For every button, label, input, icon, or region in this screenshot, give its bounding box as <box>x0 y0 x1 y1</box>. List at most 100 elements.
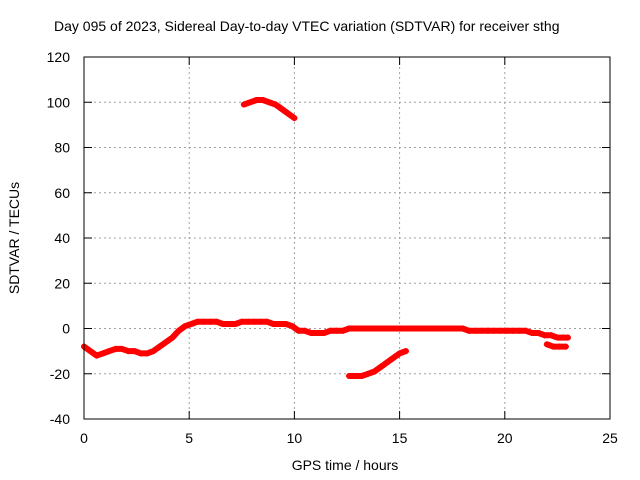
data-point <box>259 96 266 103</box>
data-point <box>358 373 365 380</box>
axis-ticks <box>83 56 611 420</box>
data-point <box>529 330 536 337</box>
series-line <box>543 341 569 350</box>
data-point <box>137 350 144 357</box>
y-tick-label: 120 <box>47 49 71 65</box>
data-point <box>314 330 321 337</box>
data-point <box>266 99 273 106</box>
y-tick-label: 0 <box>62 321 70 337</box>
data-point <box>562 343 569 350</box>
data-point <box>358 325 365 332</box>
data-point <box>522 327 529 334</box>
data-point <box>556 343 563 350</box>
data-point <box>497 327 504 334</box>
y-tick-label: 80 <box>54 140 70 156</box>
data-point <box>219 320 226 327</box>
data-point <box>106 348 113 355</box>
x-tick-label: 25 <box>602 430 618 446</box>
data-point <box>453 325 460 332</box>
data-point <box>207 318 214 325</box>
data-point <box>447 325 454 332</box>
x-tick-label: 10 <box>287 430 303 446</box>
data-point <box>194 318 201 325</box>
y-tick-label: 20 <box>54 275 70 291</box>
data-point <box>371 368 378 375</box>
data-point <box>484 327 491 334</box>
y-tick-label: -20 <box>50 366 70 382</box>
data-point <box>543 341 550 348</box>
data-point <box>276 320 283 327</box>
data-point <box>503 327 510 334</box>
data-point <box>377 325 384 332</box>
data-point <box>253 96 260 103</box>
y-axis-label: SDTVAR / TECUs <box>6 182 22 294</box>
data-point <box>200 318 207 325</box>
data-point <box>144 350 151 357</box>
data-point <box>472 327 479 334</box>
x-axis-label: GPS time / hours <box>292 457 399 473</box>
data-point <box>491 327 498 334</box>
data-point <box>112 345 119 352</box>
data-point <box>440 325 447 332</box>
data-point <box>428 325 435 332</box>
data-point <box>163 339 170 346</box>
series-main-trace <box>81 318 571 359</box>
data-point <box>352 373 359 380</box>
data-point <box>175 327 182 334</box>
data-point <box>240 101 247 108</box>
data-point <box>93 352 100 359</box>
data-point <box>291 115 298 122</box>
data-point <box>478 327 485 334</box>
y-tick-label: 100 <box>47 94 71 110</box>
data-point <box>169 334 176 341</box>
data-point <box>365 325 372 332</box>
data-point <box>327 327 334 334</box>
data-point <box>390 325 397 332</box>
data-point <box>272 101 279 108</box>
data-point <box>466 327 473 334</box>
data-point <box>308 330 315 337</box>
data-point <box>409 325 416 332</box>
data-point <box>188 320 195 327</box>
chart-title: Day 095 of 2023, Sidereal Day-to-day VTE… <box>54 18 560 34</box>
data-point <box>383 325 390 332</box>
data-point <box>383 359 390 366</box>
data-point <box>402 325 409 332</box>
data-point <box>535 330 542 337</box>
data-point <box>99 350 106 357</box>
data-point <box>377 363 384 370</box>
data-traces <box>81 96 571 380</box>
data-point <box>390 354 397 361</box>
data-point <box>516 327 523 334</box>
data-point <box>320 330 327 337</box>
data-point <box>87 348 94 355</box>
data-point <box>396 350 403 357</box>
data-point <box>550 343 557 350</box>
data-point <box>434 325 441 332</box>
data-point <box>365 370 372 377</box>
y-tick-label: 60 <box>54 185 70 201</box>
data-point <box>415 325 422 332</box>
x-tick-label: 20 <box>497 430 513 446</box>
data-point <box>118 345 125 352</box>
data-point <box>150 348 157 355</box>
series-late-branch <box>543 341 569 350</box>
y-tick-label: 40 <box>54 230 70 246</box>
data-point <box>181 323 188 330</box>
data-point <box>257 318 264 325</box>
data-point <box>301 327 308 334</box>
data-point <box>396 325 403 332</box>
data-point <box>245 318 252 325</box>
data-point <box>247 99 254 106</box>
data-point <box>232 320 239 327</box>
data-point <box>541 332 548 339</box>
data-point <box>270 320 277 327</box>
series-lower-arc <box>346 348 409 380</box>
y-tick-labels: -40 -20 0 20 40 60 80 100 120 <box>47 49 71 427</box>
data-point <box>295 327 302 334</box>
data-point <box>289 323 296 330</box>
data-point <box>333 327 340 334</box>
data-point <box>371 325 378 332</box>
